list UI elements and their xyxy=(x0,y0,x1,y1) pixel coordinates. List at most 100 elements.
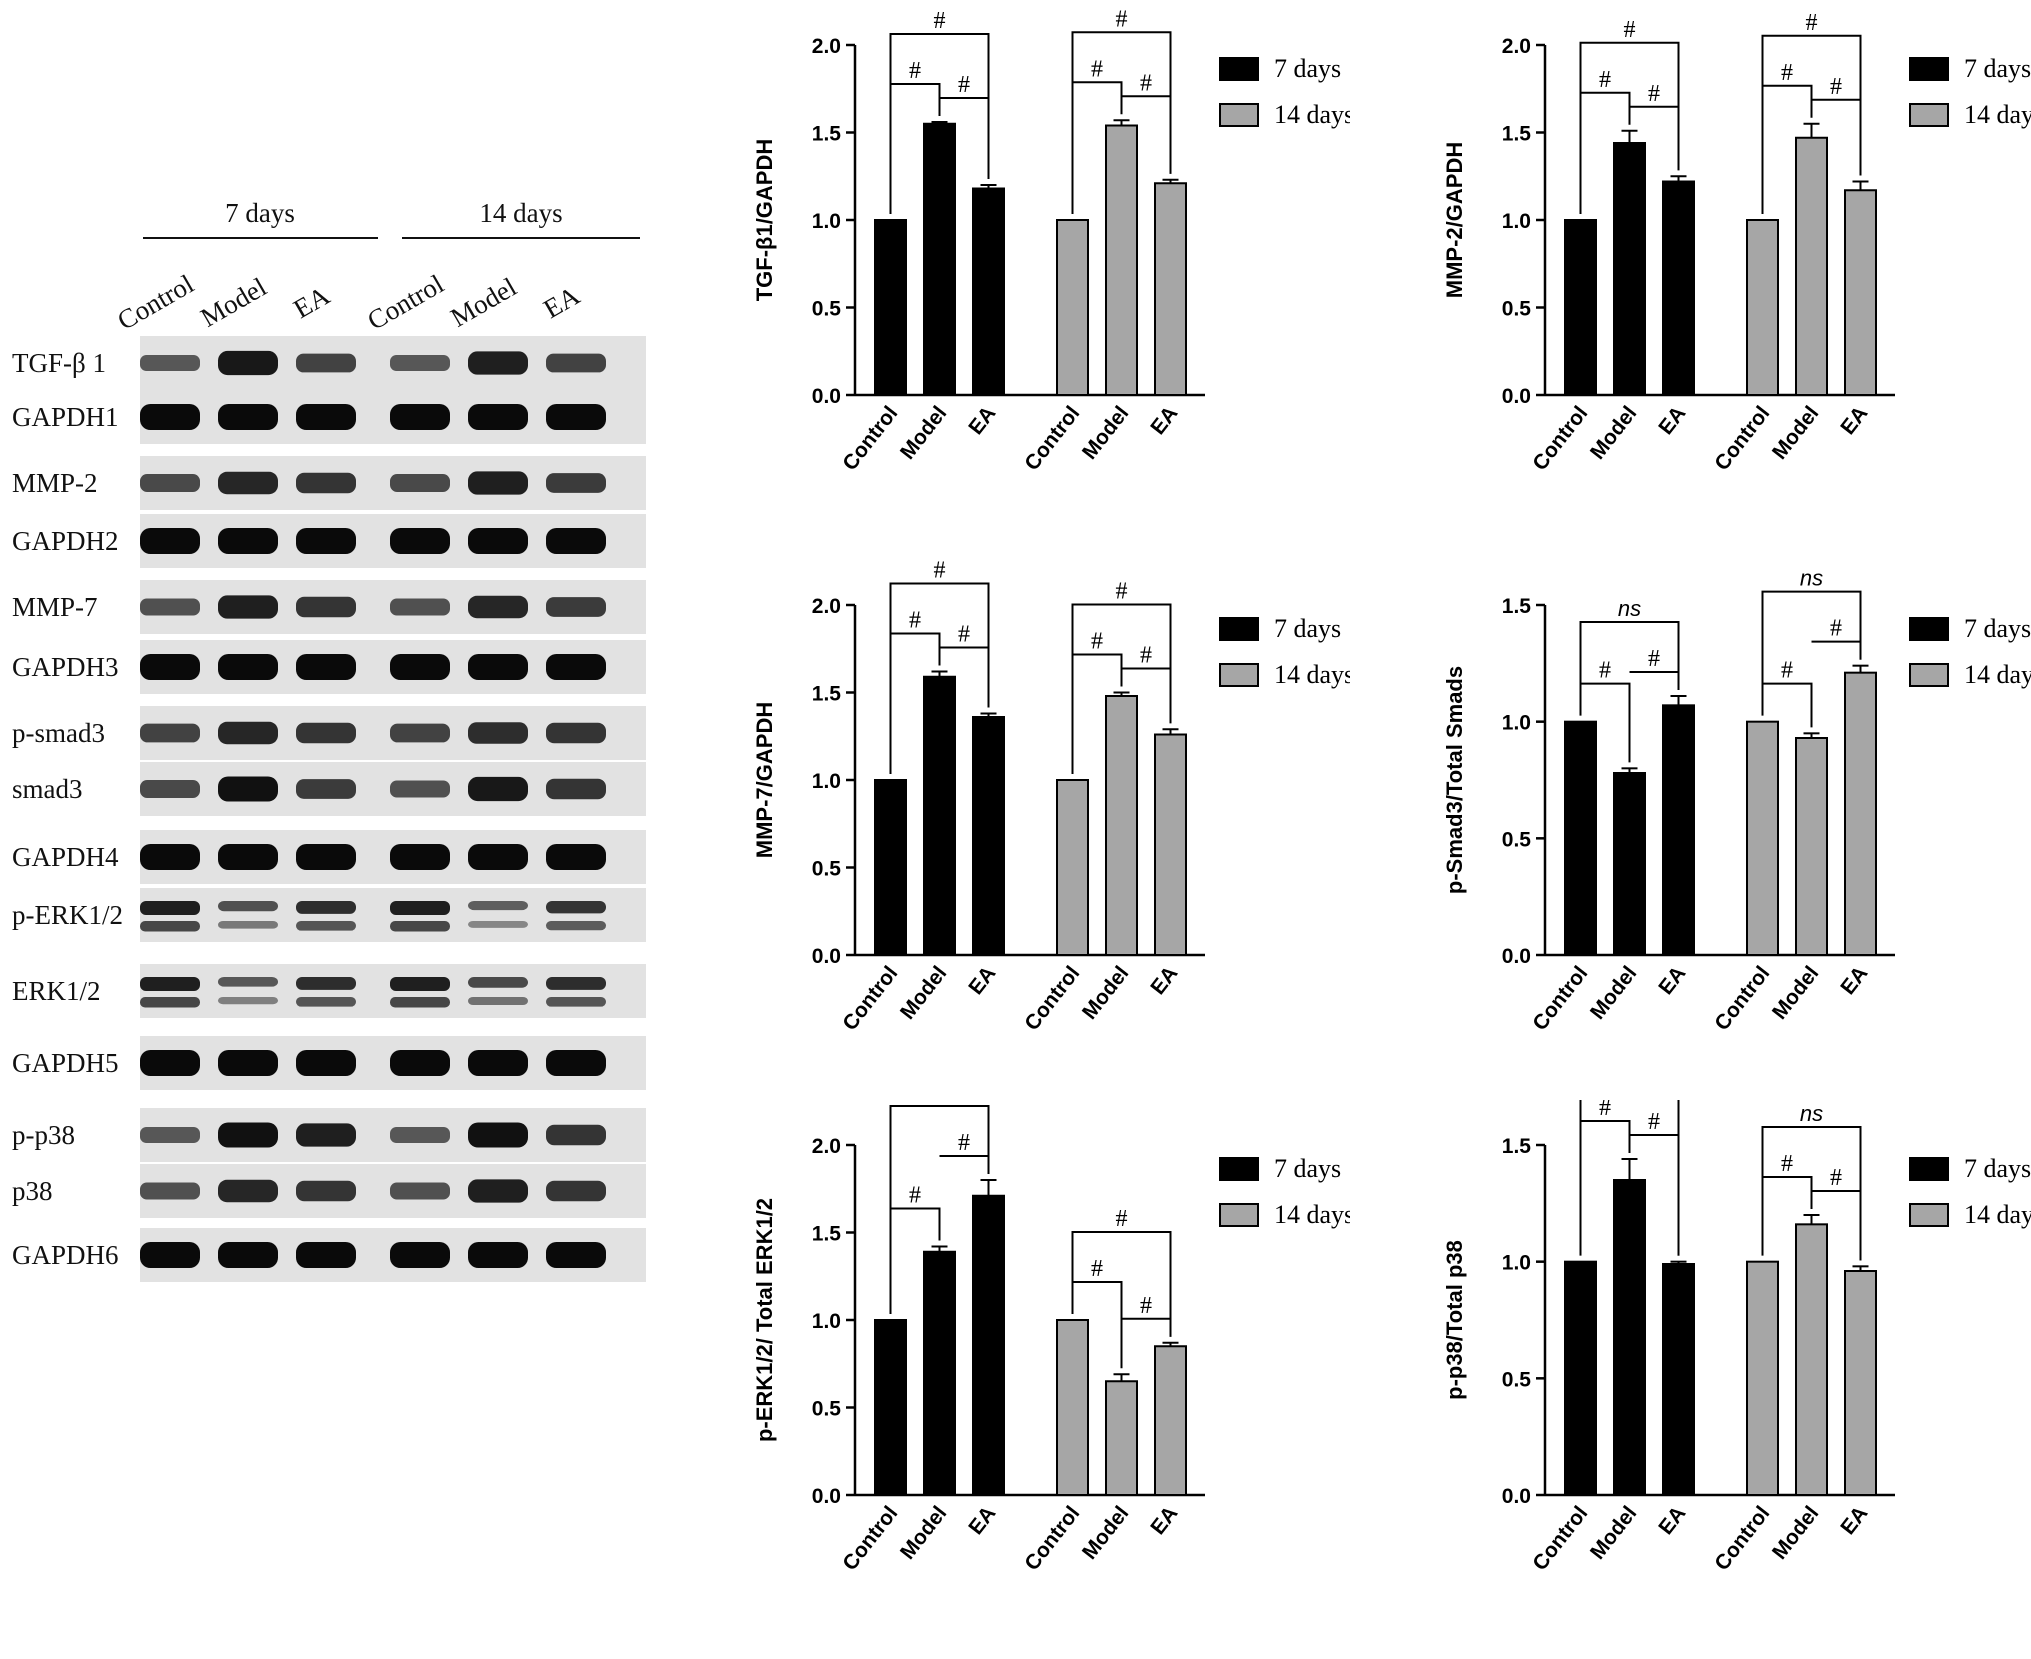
blot-band xyxy=(140,1242,200,1268)
blot-band xyxy=(140,404,200,430)
blot-band xyxy=(468,595,528,619)
lane-label: EA xyxy=(288,280,335,324)
blot-band xyxy=(218,350,278,376)
x-tick-label: EA xyxy=(1146,1502,1182,1539)
blot-band xyxy=(468,528,528,554)
y-tick-label: 1.0 xyxy=(1502,712,1531,735)
legend-swatch xyxy=(1219,617,1259,641)
blot-band xyxy=(390,1050,450,1076)
bar xyxy=(1746,1260,1779,1496)
significance-label: # xyxy=(1781,60,1793,86)
x-tick-label: EA xyxy=(964,402,1000,439)
blot-band xyxy=(140,1126,200,1144)
blot-band xyxy=(218,654,278,680)
blot-band xyxy=(140,723,200,743)
x-tick-label: EA xyxy=(964,1502,1000,1539)
bar xyxy=(1154,733,1187,956)
y-tick-label: 1.5 xyxy=(1502,1135,1532,1158)
bar xyxy=(1613,772,1646,956)
x-tick-label: Control xyxy=(838,962,902,1035)
blot-band xyxy=(140,654,200,680)
significance-bracket xyxy=(1762,84,1813,118)
y-axis-label: MMP-2/GAPDH xyxy=(1442,142,1467,298)
y-tick-label: 1.5 xyxy=(1502,123,1532,146)
x-tick-label: Control xyxy=(1528,962,1592,1035)
bar xyxy=(1844,189,1877,396)
blot-band xyxy=(140,598,200,616)
bar xyxy=(1056,1319,1089,1496)
significance-bracket xyxy=(939,97,990,179)
x-tick-label: EA xyxy=(964,962,1000,999)
legend-label: 7 days xyxy=(1964,1154,2031,1183)
blot-row-label: p-ERK1/2 xyxy=(12,900,123,930)
blot-band xyxy=(468,997,528,1006)
significance-bracket xyxy=(1121,667,1172,724)
blot-band xyxy=(468,654,528,680)
legend-label: 14 days xyxy=(1964,660,2031,689)
significance-label: # xyxy=(1806,10,1818,36)
blot-band xyxy=(140,901,200,915)
blot-band xyxy=(468,1242,528,1268)
blot-band xyxy=(296,921,356,931)
significance-bracket xyxy=(890,1207,941,1241)
y-tick-label: 0.0 xyxy=(812,1485,841,1508)
significance-label: ns xyxy=(1618,596,1641,621)
x-tick-label: Control xyxy=(838,1502,902,1575)
blot-band xyxy=(390,1126,450,1144)
x-tick-label: Control xyxy=(1528,1502,1592,1575)
legend-swatch xyxy=(1909,1203,1949,1227)
blot-band xyxy=(218,776,278,802)
blot-band xyxy=(390,354,450,372)
significance-label: # xyxy=(934,8,946,34)
blot-band xyxy=(296,472,356,494)
legend-swatch xyxy=(1909,1157,1949,1181)
significance-bracket xyxy=(1580,1120,1631,1153)
p-erk-chart: 0.0 0.5 1.0 1.5 2.0 p-ERK1/2/ Total ERK1/2 Con… xyxy=(752,1100,1350,1575)
y-tick-label: 0.0 xyxy=(1502,1485,1531,1508)
significance-label: # xyxy=(1599,1100,1611,1121)
blot-band xyxy=(296,654,356,680)
blot-row-label: smad3 xyxy=(12,774,83,804)
blot-band xyxy=(218,404,278,430)
blot-band xyxy=(218,1122,278,1148)
significance-label: # xyxy=(958,1130,970,1156)
legend-swatch xyxy=(1909,663,1949,687)
legend-swatch xyxy=(1909,57,1949,81)
bar xyxy=(972,1194,1005,1496)
x-tick-label: Model xyxy=(896,962,951,1024)
x-tick-label: Model xyxy=(1078,402,1133,464)
bar xyxy=(1613,1179,1646,1496)
blot-row-label: GAPDH5 xyxy=(12,1048,119,1078)
bar xyxy=(1662,704,1695,956)
y-tick-label: 0.5 xyxy=(812,1398,842,1421)
significance-bracket xyxy=(1811,98,1862,176)
blot-band xyxy=(296,404,356,430)
bar xyxy=(1844,671,1877,957)
x-tick-label: Model xyxy=(1078,962,1133,1024)
significance-label: # xyxy=(1648,646,1660,672)
blot-band xyxy=(468,977,528,988)
blot-band xyxy=(218,595,278,619)
blot-band xyxy=(390,977,450,991)
significance-label: # xyxy=(1599,67,1611,93)
blot-row-label: p38 xyxy=(12,1176,53,1206)
legend-label: 14 days xyxy=(1274,1200,1350,1229)
significance-label: # xyxy=(958,622,970,648)
x-tick-label: EA xyxy=(1836,1502,1872,1539)
legend-swatch xyxy=(1219,1203,1259,1227)
significance-label: # xyxy=(1091,629,1103,655)
legend-label: 7 days xyxy=(1964,614,2031,643)
x-tick-label: EA xyxy=(1654,402,1690,439)
blot-band xyxy=(546,1050,606,1076)
significance-label: # xyxy=(1091,1256,1103,1282)
x-tick-label: Model xyxy=(1586,402,1641,464)
blot-row-label: p-p38 xyxy=(12,1120,75,1150)
blot-band xyxy=(296,353,356,373)
bar xyxy=(923,1250,956,1496)
blot-band xyxy=(546,997,606,1007)
p-smad3-chart: 0.00.51.01.5p-Smad3/Total SmadsControlMo… xyxy=(1442,566,2031,1035)
blot-band xyxy=(390,474,450,492)
y-tick-label: 2.0 xyxy=(812,595,841,618)
